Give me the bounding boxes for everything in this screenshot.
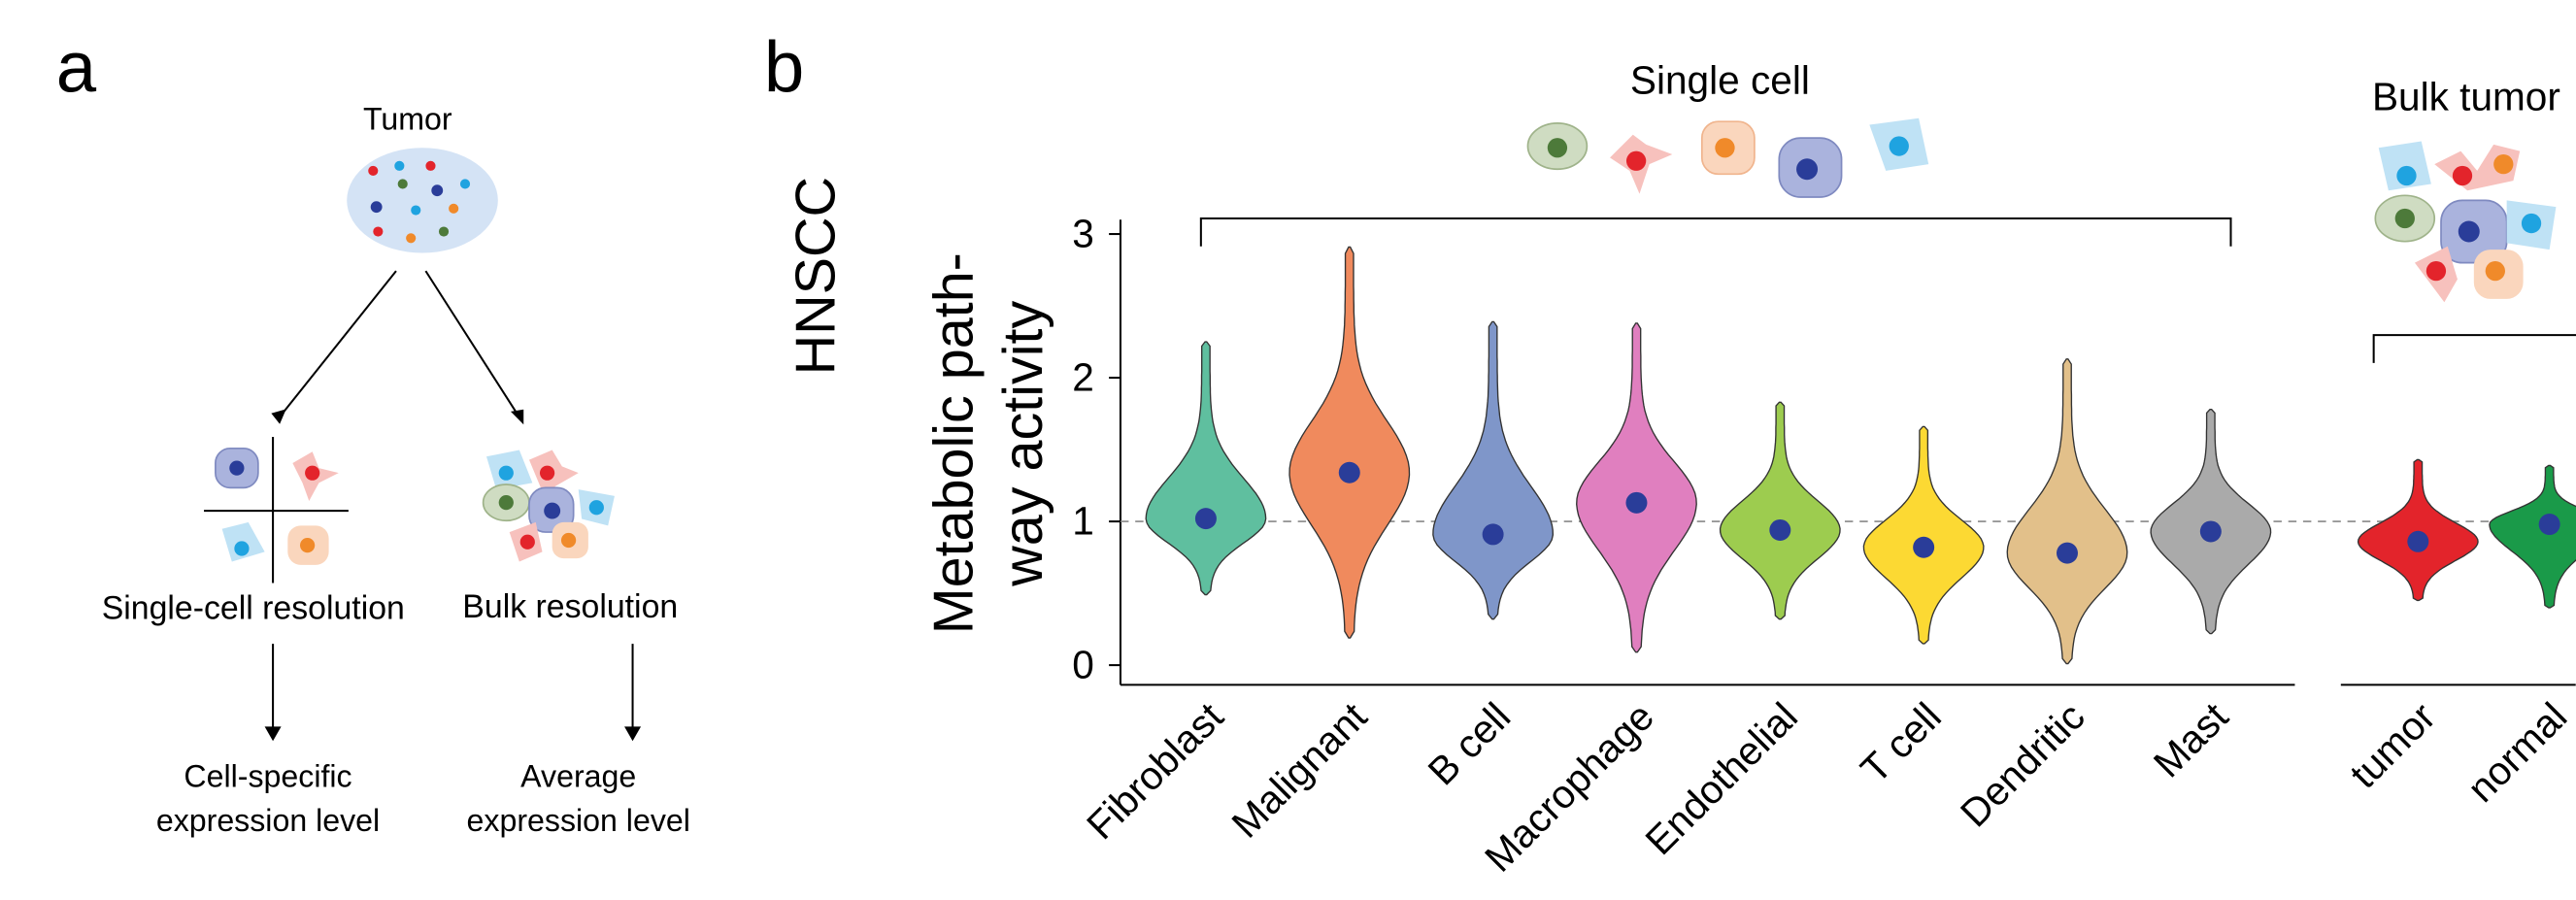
single-cell-icons: [1527, 118, 1928, 197]
group-title: Bulk tumor: [2372, 74, 2560, 118]
violin: [1146, 342, 1265, 595]
violin: [1577, 323, 1696, 652]
single-cell-label: Single-cell resolution: [102, 590, 405, 627]
median-dot: [1913, 537, 1934, 558]
violin: [2359, 459, 2478, 600]
group-bracket: [2374, 335, 2576, 363]
single-cells-icon: [216, 449, 339, 565]
x-tick-label: Endothelial: [1636, 694, 1806, 864]
violin: [1289, 247, 1409, 638]
median-dot: [1339, 462, 1360, 483]
y-tick-label: 1: [1072, 499, 1094, 544]
panel-label: a: [56, 27, 97, 108]
panel-label: b: [764, 27, 804, 108]
bulk-output-label: expression level: [467, 803, 690, 838]
violin: [1863, 426, 1983, 643]
x-tick-label: B cell: [1420, 694, 1520, 794]
bulk-label: Bulk resolution: [462, 588, 678, 625]
x-tick-label: Malignant: [1222, 694, 1375, 847]
y-axis-label: way activity: [992, 301, 1054, 587]
figure: a Tumor Single-cell resolution Bulk reso…: [0, 0, 2576, 900]
group-bracket: [1201, 218, 2231, 247]
median-dot: [2200, 520, 2222, 542]
x-tick-label: Fibroblast: [1078, 694, 1232, 849]
group-title: Single cell: [1630, 57, 1810, 102]
y-axis-label: Metabolic path-: [923, 252, 986, 634]
median-dot: [1483, 523, 1504, 545]
tumor-label: Tumor: [363, 102, 452, 137]
x-tick-label: normal: [2459, 694, 2575, 811]
bulk-output-label: Average: [520, 758, 636, 793]
violin: [1721, 402, 1840, 618]
x-tick-label: Dendritic: [1952, 694, 2093, 836]
x-tick-label: Mast: [2145, 694, 2237, 786]
median-dot: [2539, 514, 2560, 535]
bulk-icons: [2375, 141, 2556, 302]
y-tick-label: 0: [1072, 643, 1094, 687]
x-tick-label: tumor: [2341, 694, 2444, 797]
tumor-icon: [347, 148, 498, 252]
median-dot: [1195, 508, 1217, 529]
bulk-cells-icon: [484, 450, 615, 562]
single-output-label: expression level: [156, 803, 380, 838]
median-dot: [2407, 531, 2428, 552]
row-label: HNSCC: [786, 177, 848, 375]
violin: [2007, 359, 2126, 664]
single-output-label: Cell-specific: [184, 758, 351, 793]
x-tick-label: T cell: [1852, 694, 1950, 792]
y-tick-label: 2: [1072, 355, 1094, 400]
median-dot: [2057, 543, 2078, 564]
violin: [1433, 321, 1553, 618]
median-dot: [1769, 519, 1790, 541]
median-dot: [1625, 492, 1647, 514]
violin: [2490, 465, 2576, 607]
y-tick-label: 3: [1072, 212, 1094, 256]
